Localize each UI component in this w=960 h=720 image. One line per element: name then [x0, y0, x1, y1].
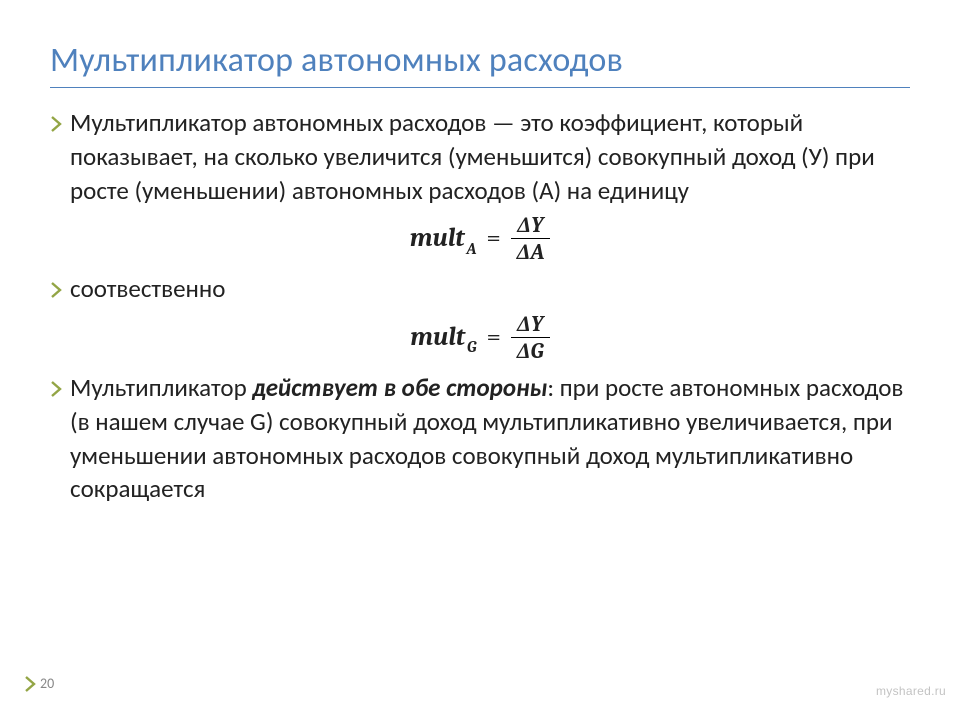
formula-2-fraction: ΔY ΔG [511, 312, 550, 363]
bullet-marker-icon [50, 381, 62, 397]
page-marker-icon [24, 676, 36, 692]
bullet-3-var: G [250, 406, 266, 437]
formula-2-lhs-main: mult [410, 320, 465, 355]
formula-1-fraction: ΔY ΔA [511, 213, 550, 264]
bullet-3-pre: Мультипликатор [70, 372, 252, 403]
formula-1-num: ΔY [511, 213, 549, 237]
equals-icon: = [486, 221, 500, 256]
formula-1-wrap: mult A = ΔY ΔA [50, 213, 910, 264]
bullet-3-text: Мультипликатор действует в обе стороны: … [70, 371, 910, 506]
page-number-text: 20 [40, 675, 54, 692]
formula-1: mult A = ΔY ΔA [410, 213, 550, 264]
equals-icon: = [486, 320, 500, 355]
bullet-1-post: ) на единицу [554, 175, 689, 206]
bullet-3: Мультипликатор действует в обе стороны: … [50, 371, 910, 506]
bullet-3-bold: действует в обе стороны [252, 372, 547, 403]
slide-title: Мультипликатор автономных расходов [50, 40, 910, 88]
bullet-1: Мультипликатор автономных расходов — это… [50, 106, 910, 207]
bullet-marker-icon [50, 282, 62, 298]
formula-2-num: ΔY [511, 312, 549, 336]
bullet-marker-icon [50, 116, 62, 132]
slide-content: Мультипликатор автономных расходов — это… [50, 106, 910, 506]
watermark: myshared.ru [876, 684, 946, 698]
bullet-2: соотвественно [50, 272, 910, 306]
formula-2: mult G = ΔY ΔG [410, 312, 549, 363]
formula-1-lhs: mult A [410, 221, 476, 256]
formula-2-lhs: mult G [410, 320, 476, 355]
formula-1-den: ΔA [511, 240, 550, 264]
formula-2-wrap: mult G = ΔY ΔG [50, 312, 910, 363]
bullet-1-var: А [539, 175, 553, 206]
formula-1-lhs-main: mult [410, 221, 465, 256]
bullet-1-pre: Мультипликатор автономных расходов — это… [70, 107, 875, 206]
slide: Мультипликатор автономных расходов Мульт… [0, 0, 960, 720]
formula-2-den: ΔG [511, 339, 550, 363]
formula-1-lhs-sub: A [467, 239, 477, 261]
formula-2-lhs-sub: G [467, 337, 476, 359]
page-number: 20 [24, 675, 54, 692]
bullet-1-text: Мультипликатор автономных расходов — это… [70, 106, 910, 207]
bullet-2-text: соотвественно [70, 272, 910, 306]
